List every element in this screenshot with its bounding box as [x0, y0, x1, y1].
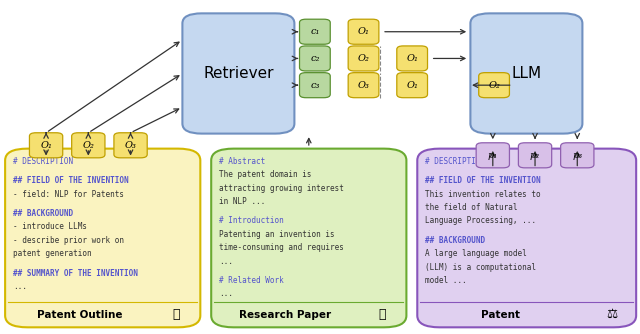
- Text: (LLM) is a computational: (LLM) is a computational: [425, 263, 536, 272]
- Text: O₂: O₂: [488, 81, 500, 90]
- Text: The patent domain is: The patent domain is: [219, 170, 312, 179]
- FancyBboxPatch shape: [348, 73, 379, 98]
- FancyBboxPatch shape: [182, 13, 294, 134]
- Text: c₃: c₃: [310, 81, 319, 90]
- Text: LLM: LLM: [511, 66, 541, 81]
- Text: ## BACKGROUND: ## BACKGROUND: [13, 209, 73, 218]
- FancyBboxPatch shape: [561, 143, 594, 168]
- Text: Research Paper: Research Paper: [239, 310, 332, 320]
- Text: in NLP ...: in NLP ...: [219, 197, 265, 206]
- FancyBboxPatch shape: [211, 149, 406, 327]
- Text: Patent: Patent: [481, 310, 520, 320]
- Text: ## SUMMARY OF THE INVENTION: ## SUMMARY OF THE INVENTION: [13, 269, 138, 278]
- Text: 📋: 📋: [172, 308, 180, 321]
- FancyBboxPatch shape: [300, 19, 330, 44]
- Text: # Abstract: # Abstract: [219, 157, 265, 166]
- FancyBboxPatch shape: [470, 13, 582, 134]
- Text: # Related Work: # Related Work: [219, 276, 284, 285]
- Text: Retriever: Retriever: [203, 66, 274, 81]
- Text: Language Processing, ...: Language Processing, ...: [425, 216, 536, 225]
- Text: O₃: O₃: [358, 81, 369, 90]
- FancyBboxPatch shape: [479, 73, 509, 98]
- Text: p₂: p₂: [530, 151, 540, 160]
- Text: ...: ...: [13, 282, 27, 291]
- FancyBboxPatch shape: [300, 46, 330, 71]
- Text: ## FIELD OF THE INVENTION: ## FIELD OF THE INVENTION: [13, 176, 129, 185]
- Text: - introduce LLMs: - introduce LLMs: [13, 222, 87, 231]
- Text: Patent Outline: Patent Outline: [36, 310, 122, 320]
- Text: time-consuming and requires: time-consuming and requires: [219, 243, 344, 252]
- Text: O₂: O₂: [83, 141, 94, 150]
- FancyBboxPatch shape: [5, 149, 200, 327]
- Text: p₃: p₃: [572, 151, 582, 160]
- Text: O₁: O₁: [406, 54, 418, 63]
- FancyBboxPatch shape: [518, 143, 552, 168]
- Text: O₂: O₂: [358, 54, 369, 63]
- FancyBboxPatch shape: [348, 46, 379, 71]
- Text: the field of Natural: the field of Natural: [425, 203, 518, 212]
- Text: # Introduction: # Introduction: [219, 216, 284, 225]
- FancyBboxPatch shape: [29, 133, 63, 158]
- Text: 🎓: 🎓: [378, 308, 386, 321]
- Text: O₁: O₁: [358, 27, 369, 36]
- FancyBboxPatch shape: [300, 73, 330, 98]
- FancyBboxPatch shape: [476, 143, 509, 168]
- Text: O₁: O₁: [406, 81, 418, 90]
- Text: c₂: c₂: [310, 54, 319, 63]
- Text: Patenting an invention is: Patenting an invention is: [219, 230, 335, 239]
- Text: O₃: O₃: [125, 141, 136, 150]
- Text: This invention relates to: This invention relates to: [425, 190, 541, 199]
- Text: ⚖: ⚖: [606, 308, 618, 321]
- FancyBboxPatch shape: [114, 133, 147, 158]
- Text: attracting growing interest: attracting growing interest: [219, 184, 344, 193]
- Text: c₁: c₁: [310, 27, 319, 36]
- Text: ## FIELD OF THE INVENTION: ## FIELD OF THE INVENTION: [425, 176, 541, 185]
- Text: p₁: p₁: [488, 151, 498, 160]
- Text: - field: NLP for Patents: - field: NLP for Patents: [13, 190, 124, 199]
- Text: - describe prior work on: - describe prior work on: [13, 236, 124, 245]
- FancyBboxPatch shape: [417, 149, 636, 327]
- Text: O₁: O₁: [40, 141, 52, 150]
- Text: patent generation: patent generation: [13, 249, 92, 258]
- FancyBboxPatch shape: [348, 19, 379, 44]
- Text: ...: ...: [219, 257, 233, 266]
- FancyBboxPatch shape: [72, 133, 105, 158]
- FancyBboxPatch shape: [397, 73, 428, 98]
- Text: ...: ...: [219, 289, 233, 298]
- Text: model ...: model ...: [425, 276, 467, 285]
- FancyBboxPatch shape: [397, 46, 428, 71]
- Text: # DESCRIPTION: # DESCRIPTION: [13, 157, 73, 166]
- Text: ## BACKGROUND: ## BACKGROUND: [425, 236, 485, 245]
- Text: A large language model: A large language model: [425, 249, 527, 258]
- Text: # DESCRIPTION: # DESCRIPTION: [425, 157, 485, 166]
